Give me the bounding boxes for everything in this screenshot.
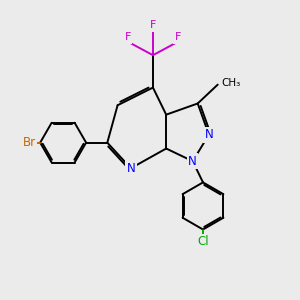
Text: F: F — [125, 32, 131, 42]
Text: F: F — [175, 32, 181, 42]
Text: N: N — [205, 128, 213, 141]
Text: N: N — [127, 162, 135, 175]
Text: F: F — [150, 20, 156, 30]
Text: Br: Br — [22, 136, 35, 149]
Text: Cl: Cl — [197, 236, 209, 248]
Text: CH₃: CH₃ — [221, 78, 241, 88]
Text: N: N — [188, 155, 197, 168]
